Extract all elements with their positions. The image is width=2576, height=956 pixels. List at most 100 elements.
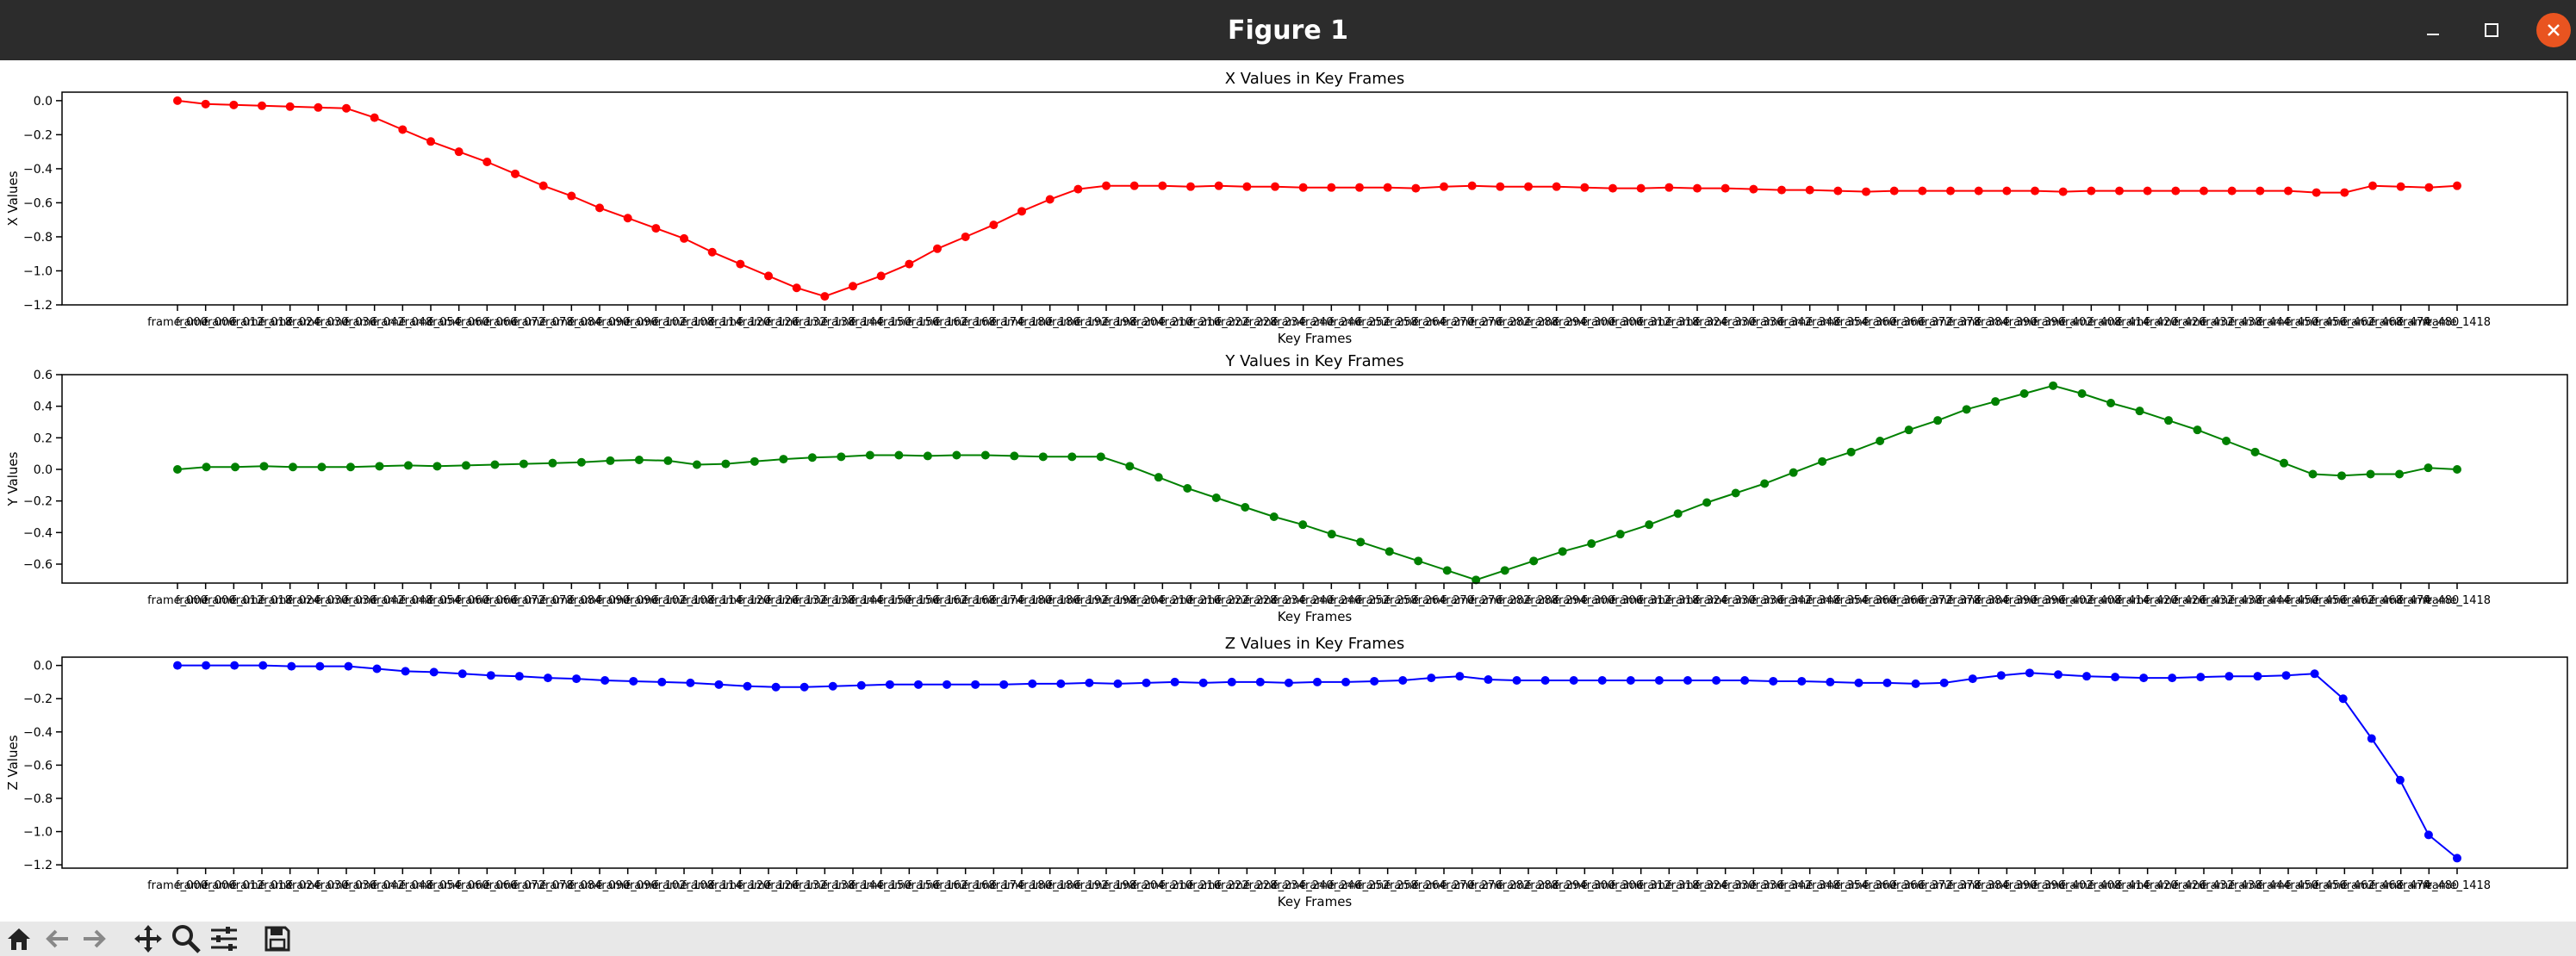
data-point xyxy=(1211,494,1221,502)
y-tick-label: −0.6 xyxy=(23,759,53,773)
x-tick-label: frame_420 xyxy=(2118,879,2178,892)
x-tick-label: frame_216 xyxy=(1160,316,1221,329)
x-tick-label: frame_186 xyxy=(1020,879,1080,892)
series-line xyxy=(177,99,2458,298)
data-point xyxy=(1702,498,1712,507)
data-point xyxy=(258,661,268,670)
x-tick-label: frame_354 xyxy=(1808,594,1868,607)
figure-canvas[interactable]: X Values in Key Frames 0.0 −0.2 −0.4 −0.6 −0.… xyxy=(0,60,2576,917)
x-tick-label: frame_378 xyxy=(1920,879,1981,892)
data-point xyxy=(317,462,327,472)
x-tick-label: frame_444 xyxy=(2230,594,2290,607)
maximize-button[interactable] xyxy=(2476,15,2507,46)
x-tick-label: frame_078 xyxy=(513,594,574,607)
data-point xyxy=(1496,182,1505,191)
x-tick-label: frame_438 xyxy=(2202,316,2262,329)
x-tick-label: frame_270 xyxy=(1414,594,1474,607)
data-point xyxy=(1384,547,1394,556)
data-point xyxy=(1946,186,1955,196)
x-tick-label: frame_096 xyxy=(598,594,658,607)
data-point xyxy=(1414,556,1423,566)
y-tick-label: −0.2 xyxy=(23,692,53,706)
x-tick-label: frame_372 xyxy=(1892,879,1952,892)
data-point xyxy=(1569,676,1578,686)
pan-button[interactable] xyxy=(129,922,167,956)
x-tick-label: frame_240 xyxy=(1273,316,1334,329)
data-point xyxy=(202,661,211,670)
data-point xyxy=(2340,188,2349,197)
x-tick-label: frame_252 xyxy=(1329,316,1390,329)
x-tick-label: frame_126 xyxy=(738,316,799,329)
configure-subplots-button[interactable] xyxy=(205,922,243,956)
minimize-button[interactable] xyxy=(2417,15,2448,46)
x-tick-label: frame_330 xyxy=(1696,316,1756,329)
data-point xyxy=(2031,186,2039,196)
data-point xyxy=(1313,677,1322,686)
x-tick-label: frame_108 xyxy=(654,316,714,329)
back-button[interactable] xyxy=(38,922,76,956)
data-point xyxy=(856,680,866,690)
data-point xyxy=(1968,674,1977,684)
forward-button[interactable] xyxy=(76,922,114,956)
x-tick-label: frame_384 xyxy=(1949,316,2009,329)
x-tick-label: frame_240 xyxy=(1273,879,1334,892)
x-tick-label: frame_204 xyxy=(1104,879,1165,892)
subplot-1: X Values in Key Frames 0.0 −0.2 −0.4 −0.6 −0.… xyxy=(5,70,2568,346)
data-point xyxy=(486,671,495,680)
x-tick-label: frame_120 xyxy=(710,879,770,892)
axes-frame xyxy=(61,656,2568,869)
x-tick-label: frame_354 xyxy=(1808,316,1868,329)
data-point xyxy=(1826,677,1835,686)
data-point xyxy=(629,676,638,686)
x-tick-label: frame_408 xyxy=(2061,594,2121,607)
x-tick-label: frame_222 xyxy=(1189,594,1249,607)
data-point xyxy=(923,451,932,461)
x-tick-label: frame_264 xyxy=(1385,316,1446,329)
data-point xyxy=(1673,509,1683,518)
data-point xyxy=(1355,183,1364,192)
zoom-button[interactable] xyxy=(167,922,205,956)
y-tick-label: −0.4 xyxy=(23,726,53,740)
x-tick-label: frame_414 xyxy=(2089,594,2150,607)
data-point xyxy=(1664,183,1674,192)
x-tick-label: frame_162 xyxy=(907,316,968,329)
data-point xyxy=(1142,678,1151,687)
data-point xyxy=(1552,182,1561,191)
x-tick-label: frame_114 xyxy=(682,316,743,329)
x-tick-label: frame_120 xyxy=(710,594,770,607)
data-point xyxy=(2143,186,2152,196)
data-point xyxy=(1904,425,1913,435)
x-tick-label: frame_1418 xyxy=(2424,316,2491,329)
x-tick-label: frame_090 xyxy=(569,594,630,607)
data-point xyxy=(800,682,809,692)
data-point xyxy=(1183,484,1192,493)
data-point xyxy=(2087,186,2096,196)
data-point xyxy=(1255,677,1265,686)
y-tick-label: −0.8 xyxy=(23,792,53,806)
data-point xyxy=(663,456,673,465)
x-tick-label: frame_474 xyxy=(2371,316,2431,329)
x-tick-label: frame_336 xyxy=(1723,316,1783,329)
y-tick-label: −1.2 xyxy=(23,299,53,313)
x-tick-label: frame_114 xyxy=(682,594,743,607)
data-point xyxy=(2256,186,2265,196)
data-point xyxy=(1789,468,1798,477)
x-tick-label: frame_192 xyxy=(1048,594,1108,607)
data-point xyxy=(2135,407,2144,416)
x-tick-label: frame_234 xyxy=(1245,879,1305,892)
x-tick-label: frame_462 xyxy=(2314,879,2374,892)
x-tick-label: frame_318 xyxy=(1639,594,1699,607)
data-point xyxy=(548,458,557,468)
data-point xyxy=(657,677,667,686)
data-point xyxy=(2049,381,2058,390)
data-point xyxy=(1045,195,1055,204)
x-tick-label: frame_168 xyxy=(936,316,996,329)
home-button[interactable] xyxy=(0,922,38,956)
data-point xyxy=(567,191,576,201)
save-button[interactable] xyxy=(258,922,296,956)
x-tick-label: frame_174 xyxy=(963,316,1024,329)
x-tick-label: frame_252 xyxy=(1329,879,1390,892)
close-button[interactable] xyxy=(2536,13,2571,47)
x-tick-label: frame_060 xyxy=(429,316,489,329)
data-point xyxy=(2227,186,2237,196)
